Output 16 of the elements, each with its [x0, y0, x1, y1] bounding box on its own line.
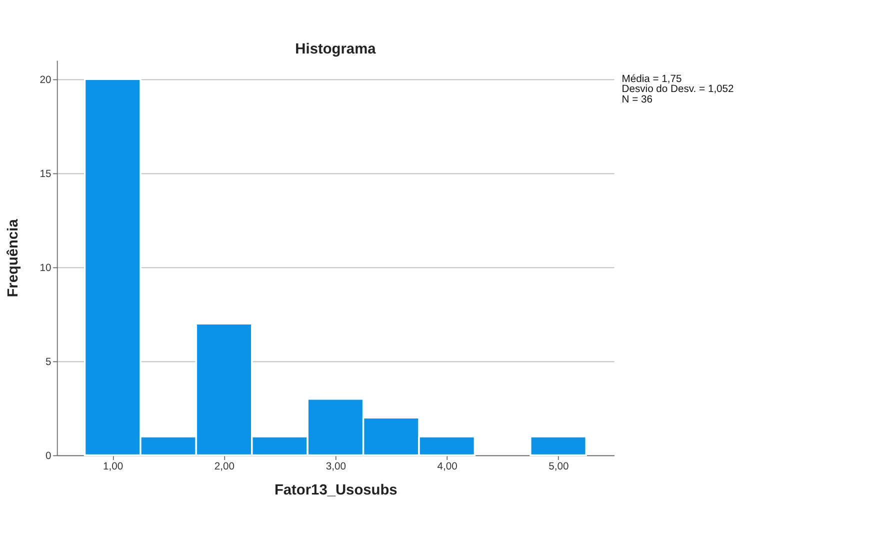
x-tick-label: 1,00 — [103, 461, 124, 472]
text: Desvio do Desv. = 1,052 — [622, 84, 734, 96]
y-tick-label: 15 — [40, 169, 52, 180]
x-axis-title: Fator13_Usosubs — [274, 482, 398, 498]
x-tick-label: 4,00 — [437, 461, 458, 472]
text: Média = 1,75 — [622, 74, 682, 85]
x-tick-label: 5,00 — [548, 461, 570, 472]
y-tick-label: 20 — [40, 75, 52, 86]
x-tick-label: 2,00 — [214, 461, 235, 472]
y-tick-label: 0 — [46, 451, 52, 462]
chart-title: Histograma — [295, 41, 377, 58]
x-tick-label: 3,00 — [326, 461, 346, 472]
text: N = 36 — [622, 94, 653, 106]
y-axis-title: Frequência — [5, 218, 22, 298]
y-tick-label: 10 — [40, 263, 52, 274]
y-tick-label: 5 — [46, 357, 52, 368]
